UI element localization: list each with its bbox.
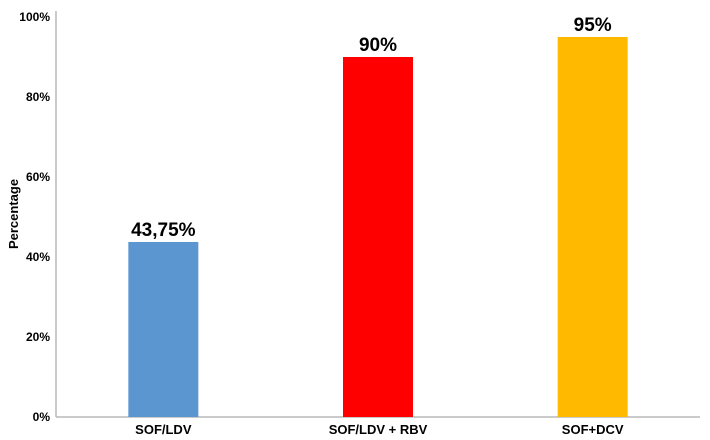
bars bbox=[128, 37, 628, 417]
x-tick-label: SOF/LDV bbox=[135, 422, 192, 437]
bar bbox=[128, 242, 199, 417]
bar bbox=[557, 37, 628, 417]
y-tick-label: 60% bbox=[26, 170, 50, 184]
bar bbox=[343, 57, 413, 417]
y-tick-label: 20% bbox=[26, 330, 50, 344]
y-axis-ticks: 0% 20% 40% 60% 80% 100% bbox=[19, 10, 50, 424]
y-tick-label: 40% bbox=[26, 250, 50, 264]
value-labels: 43,75% 90% 95% bbox=[131, 15, 612, 241]
bar-value-label: 90% bbox=[359, 35, 397, 56]
y-tick-label: 100% bbox=[19, 10, 50, 24]
x-tick-label: SOF/LDV + RBV bbox=[329, 422, 428, 437]
y-axis-title: Percentage bbox=[6, 179, 21, 249]
y-tick-label: 0% bbox=[33, 410, 51, 424]
bar-value-label: 95% bbox=[574, 15, 612, 36]
x-tick-label: SOF+DCV bbox=[562, 422, 624, 437]
bar-value-label: 43,75% bbox=[131, 220, 196, 241]
y-tick-label: 80% bbox=[26, 90, 50, 104]
x-axis-labels: SOF/LDV SOF/LDV + RBV SOF+DCV bbox=[135, 422, 624, 437]
